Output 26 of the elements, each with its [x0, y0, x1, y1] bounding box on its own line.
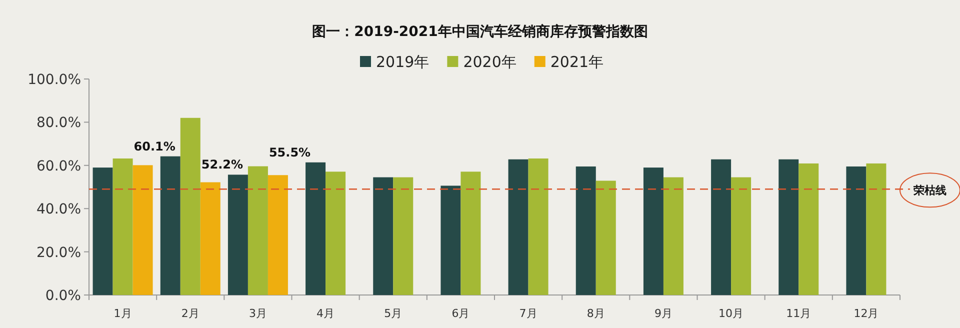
x-tick-label: 8月	[586, 307, 605, 320]
x-tick-label: 2月	[181, 307, 200, 320]
y-tick-label: 40.0%	[36, 202, 81, 218]
data-label: 55.5%	[268, 145, 311, 160]
x-tick-label: 6月	[452, 307, 470, 320]
y-tick-label: 80.0%	[36, 115, 81, 132]
y-tick-label: 20.0%	[36, 244, 81, 261]
legend-label: 2021年	[550, 53, 604, 71]
data-label: 52.2%	[201, 158, 244, 172]
y-tick-label: 60.0%	[36, 158, 81, 174]
x-tick-label: 9月	[654, 307, 672, 320]
x-tick-label: 1月	[114, 307, 132, 320]
ref-line-label: 荣枯线	[912, 184, 946, 198]
data-label: 60.1%	[134, 139, 176, 154]
x-tick-label: 12月	[854, 307, 879, 320]
y-tick-label: 0.0%	[45, 288, 81, 304]
x-tick-label: 4月	[316, 307, 335, 320]
x-tick-label: 10月	[718, 307, 744, 320]
x-tick-label: 3月	[248, 307, 267, 320]
x-tick-label: 5月	[384, 307, 402, 320]
x-tick-label: 7月	[519, 307, 538, 320]
chart-title: 图一：2019-2021年中国汽车经销商库存预警指数图	[312, 23, 648, 40]
y-tick-label: 100.0%	[28, 72, 81, 88]
legend-label: 2019年	[376, 53, 430, 71]
x-tick-label: 11月	[786, 307, 812, 320]
legend-label: 2020年	[463, 53, 516, 71]
